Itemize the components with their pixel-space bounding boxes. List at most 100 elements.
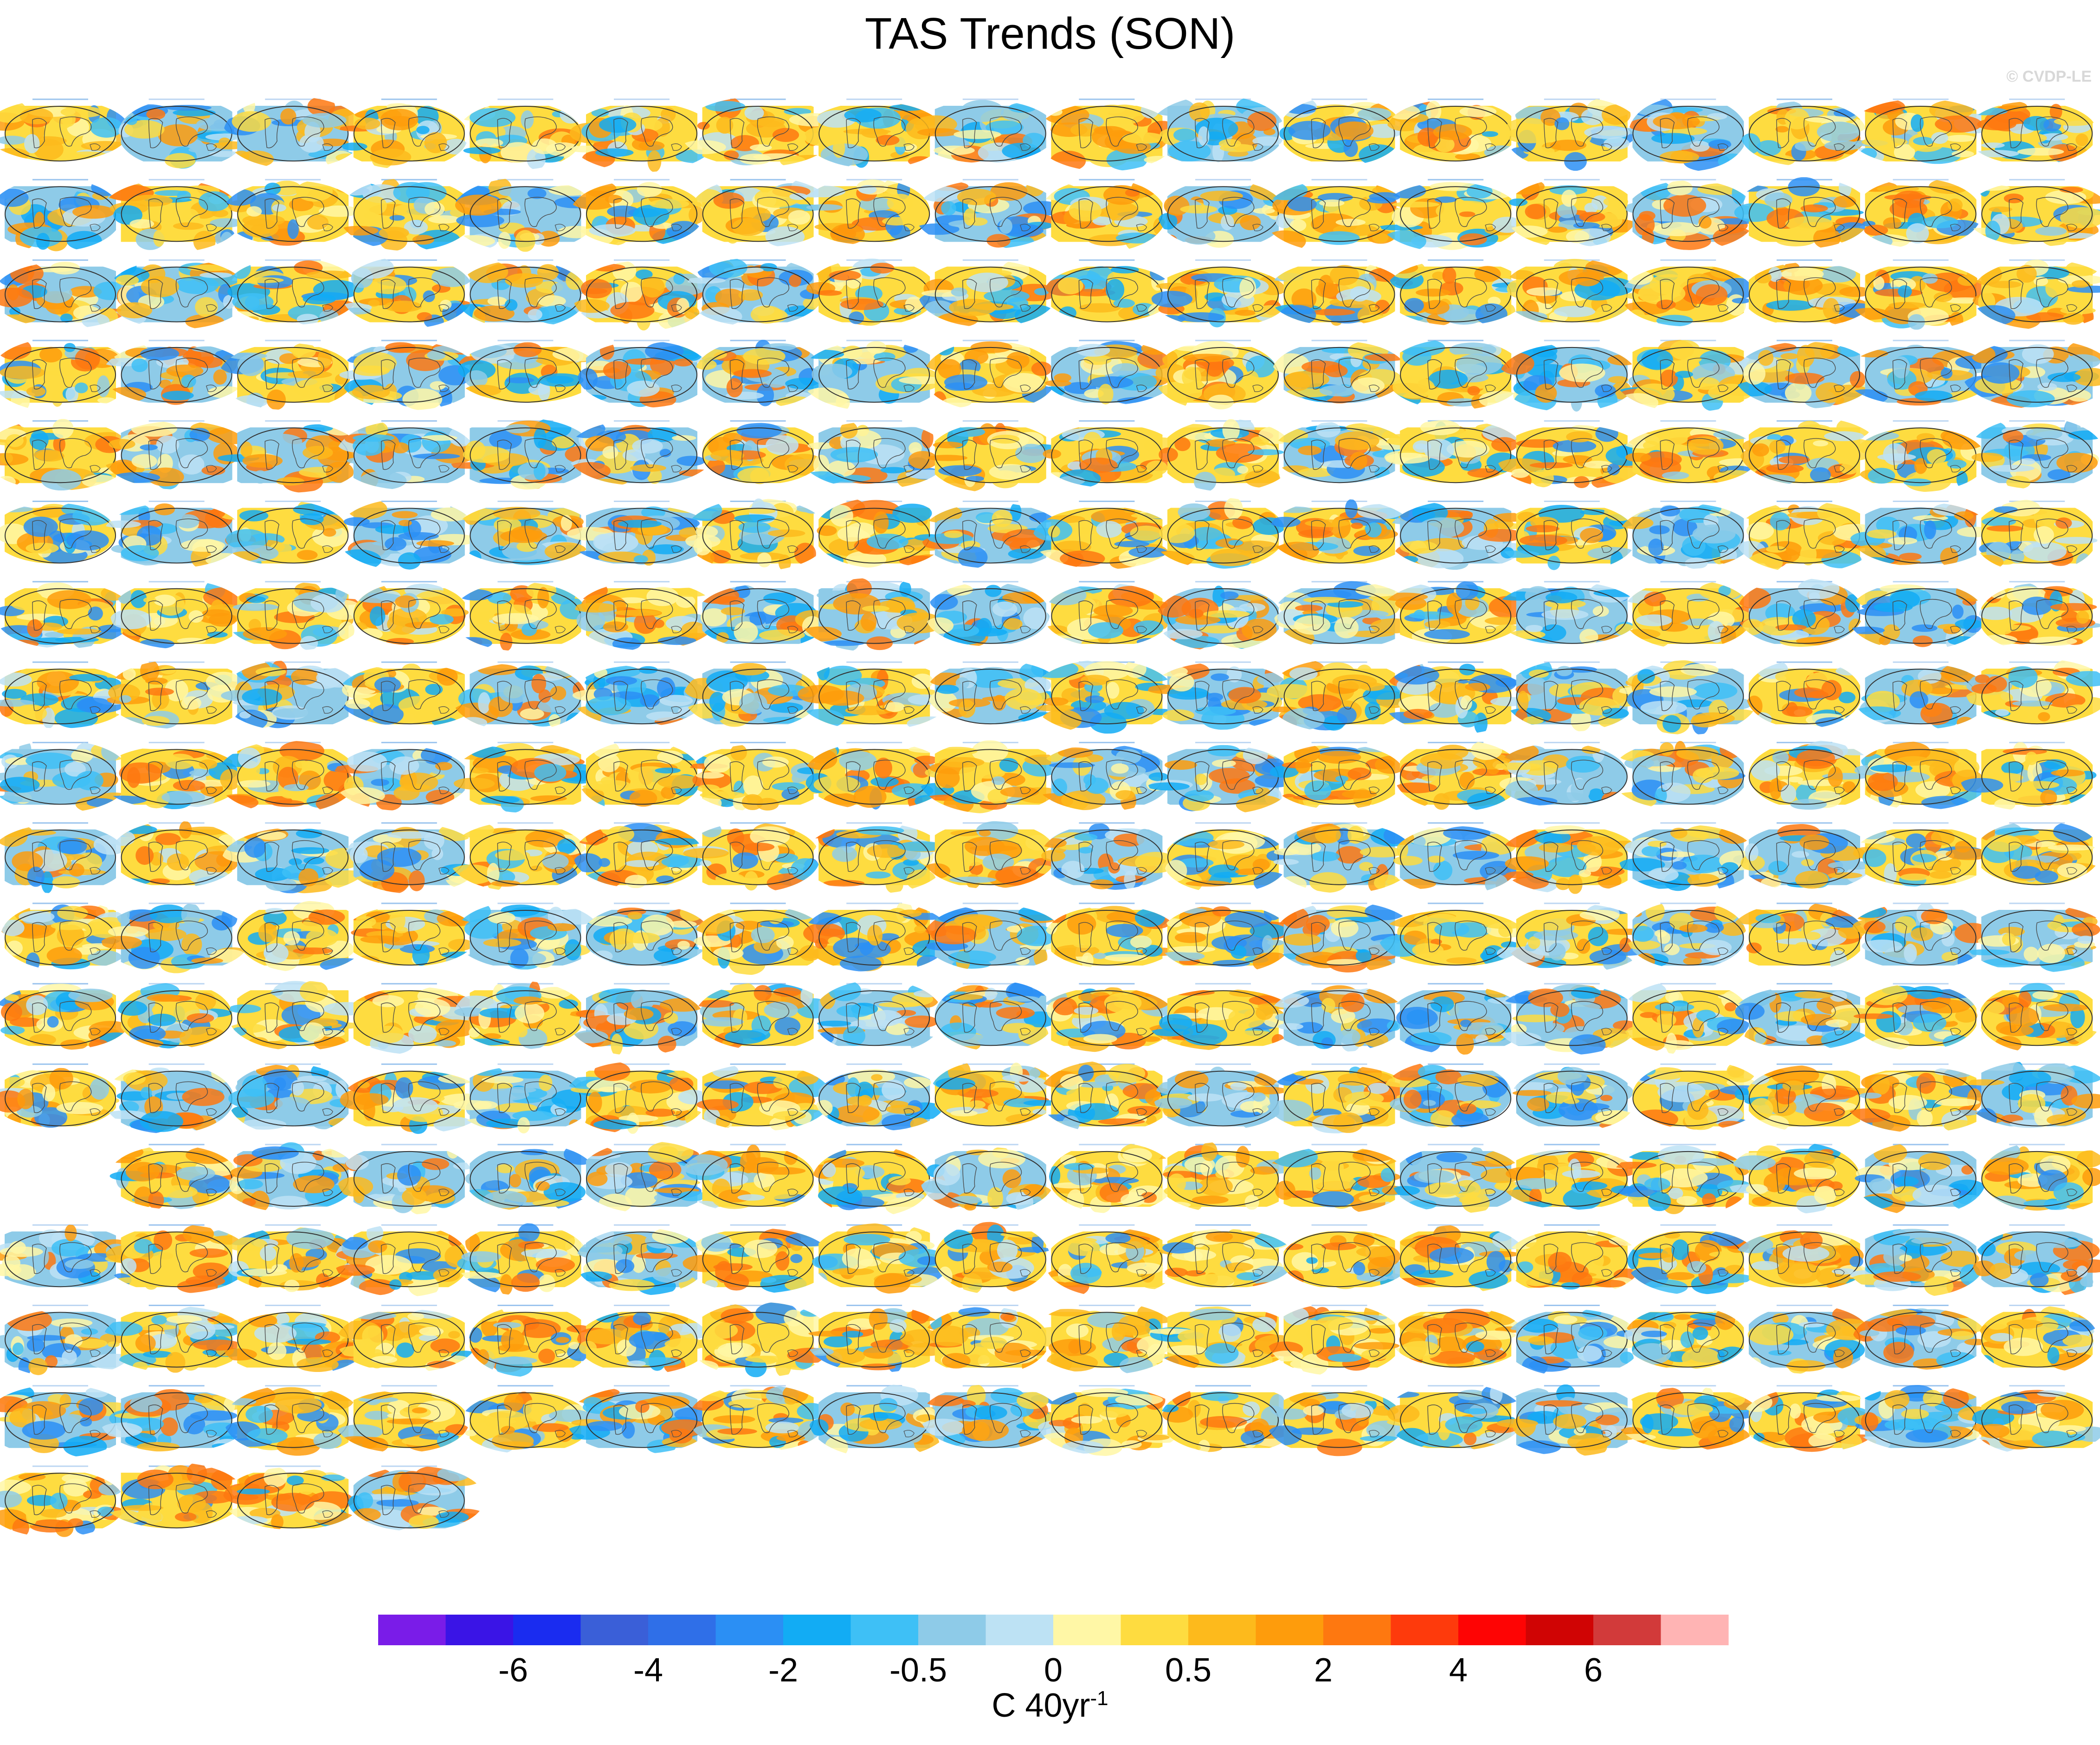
map-panel bbox=[222, 179, 361, 246]
colorbar-swatch bbox=[445, 1615, 514, 1645]
map-panel bbox=[220, 1142, 359, 1212]
map-panel bbox=[1278, 97, 1404, 166]
map-panel bbox=[1390, 1224, 1527, 1294]
colorbar-swatch bbox=[850, 1615, 919, 1645]
map-panel bbox=[1852, 822, 1992, 887]
map-panel bbox=[1505, 97, 1643, 171]
map-panel bbox=[117, 983, 232, 1049]
map-panel bbox=[1383, 419, 1523, 483]
map-panel bbox=[1381, 581, 1527, 645]
map-panel bbox=[237, 901, 368, 972]
map-panel bbox=[695, 982, 831, 1050]
map-panel bbox=[1733, 177, 1872, 249]
map-panel bbox=[1505, 178, 1638, 248]
map-panel bbox=[1268, 1304, 1403, 1376]
map-panel bbox=[926, 660, 1065, 725]
map-panel bbox=[103, 1305, 250, 1373]
map-panel bbox=[453, 1063, 593, 1133]
map-panel bbox=[0, 661, 132, 729]
map-panel bbox=[1618, 660, 1759, 735]
map-panel bbox=[1962, 339, 2100, 409]
map-panel bbox=[679, 1144, 815, 1212]
map-panel bbox=[573, 259, 709, 332]
map-panel bbox=[914, 98, 1056, 163]
map-panel bbox=[1627, 1224, 1761, 1295]
map-panel bbox=[684, 258, 825, 327]
map-panel bbox=[800, 420, 949, 489]
map-panel bbox=[800, 340, 945, 411]
colorbar-swatch bbox=[715, 1615, 784, 1645]
map-panel bbox=[1966, 98, 2098, 165]
map-panel bbox=[219, 340, 355, 410]
map-panel bbox=[0, 901, 137, 972]
map-panel bbox=[1749, 740, 1876, 810]
colorbar-swatch bbox=[1121, 1615, 1189, 1645]
map-panel bbox=[578, 740, 702, 813]
map-panel bbox=[1037, 1385, 1185, 1456]
map-panel bbox=[469, 1305, 593, 1378]
map-panel bbox=[1853, 983, 1979, 1051]
map-panel bbox=[336, 420, 477, 490]
map-panel bbox=[223, 1465, 363, 1530]
map-panel bbox=[1041, 822, 1177, 890]
colorbar-swatch bbox=[783, 1615, 851, 1645]
map-panel bbox=[1740, 98, 1867, 166]
map-panel bbox=[687, 1302, 833, 1378]
map-panel bbox=[1731, 983, 1878, 1050]
map-panel bbox=[456, 98, 583, 170]
map-panel bbox=[812, 1223, 952, 1294]
colorbar-tick-label: 0 bbox=[1044, 1652, 1063, 1689]
map-panel bbox=[0, 983, 133, 1050]
map-panel bbox=[1385, 259, 1528, 326]
map-panel bbox=[1848, 581, 1986, 650]
map-panel bbox=[336, 498, 478, 571]
map-panel bbox=[696, 581, 831, 649]
map-panel bbox=[812, 980, 944, 1054]
map-panel bbox=[1964, 902, 2100, 973]
map-panel bbox=[1153, 1063, 1288, 1130]
map-panel bbox=[1981, 1141, 2100, 1212]
colorbar-swatch bbox=[1458, 1615, 1527, 1645]
colorbar-tick-label: -2 bbox=[768, 1652, 798, 1689]
map-panel bbox=[1149, 96, 1285, 167]
colorbar-swatch bbox=[513, 1615, 581, 1645]
map-panel bbox=[1273, 420, 1409, 483]
map-panel bbox=[0, 1465, 125, 1538]
map-panel bbox=[1379, 902, 1527, 967]
map-panel bbox=[1502, 258, 1637, 326]
colorbar-label-superscript: -1 bbox=[1090, 1687, 1108, 1710]
map-panel bbox=[353, 581, 469, 645]
map-panel bbox=[1044, 259, 1174, 322]
map-panel bbox=[1035, 98, 1177, 172]
map-panel bbox=[1974, 821, 2100, 885]
map-panel bbox=[450, 177, 598, 252]
map-panel bbox=[456, 1223, 589, 1296]
map-panel bbox=[1971, 1385, 2100, 1456]
colorbar-tick-label: -6 bbox=[498, 1652, 528, 1689]
map-panel bbox=[567, 501, 716, 566]
map-panel bbox=[341, 257, 474, 329]
map-panel bbox=[342, 983, 486, 1055]
map-panel bbox=[218, 500, 349, 566]
map-panel bbox=[805, 1305, 948, 1373]
colorbar-swatch bbox=[1593, 1615, 1662, 1645]
map-panel bbox=[448, 418, 595, 490]
map-panel bbox=[1742, 1305, 1873, 1374]
map-panel bbox=[1500, 1144, 1640, 1210]
map-panel bbox=[108, 1144, 238, 1210]
colorbar-swatch bbox=[1661, 1615, 1729, 1645]
map-panel bbox=[222, 822, 372, 894]
map-panel bbox=[809, 1384, 953, 1458]
map-panel bbox=[1632, 1061, 1765, 1130]
map-panel bbox=[692, 902, 828, 975]
colorbar-swatch bbox=[648, 1615, 716, 1645]
map-panel bbox=[802, 822, 948, 894]
map-panel bbox=[223, 1224, 361, 1292]
map-panel bbox=[1493, 741, 1628, 807]
map-panel bbox=[570, 179, 704, 247]
map-panel bbox=[1972, 1224, 2100, 1297]
colorbar-tick-label: 2 bbox=[1314, 1652, 1333, 1689]
colorbar-tick-label: 0.5 bbox=[1165, 1652, 1211, 1689]
map-panel bbox=[1847, 98, 1995, 166]
